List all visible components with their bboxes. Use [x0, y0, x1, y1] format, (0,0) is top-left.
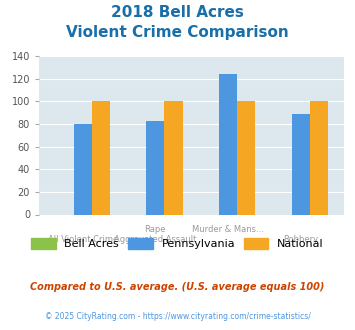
Bar: [292, 114, 310, 214]
Text: Violent Crime Comparison: Violent Crime Comparison: [66, 25, 289, 40]
Bar: [92, 101, 110, 214]
Bar: [164, 101, 182, 214]
Bar: [146, 120, 164, 214]
Text: 2018 Bell Acres: 2018 Bell Acres: [111, 5, 244, 20]
Bar: [219, 74, 237, 215]
Text: Murder & Mans...: Murder & Mans...: [192, 225, 264, 234]
Text: Compared to U.S. average. (U.S. average equals 100): Compared to U.S. average. (U.S. average …: [30, 282, 325, 292]
Text: Aggravated Assault: Aggravated Assault: [114, 235, 197, 244]
Bar: [310, 101, 328, 214]
Text: Robbery: Robbery: [283, 235, 318, 244]
Legend: Bell Acres, Pennsylvania, National: Bell Acres, Pennsylvania, National: [27, 233, 328, 253]
Text: All Violent Crime: All Violent Crime: [48, 235, 118, 244]
Text: © 2025 CityRating.com - https://www.cityrating.com/crime-statistics/: © 2025 CityRating.com - https://www.city…: [45, 312, 310, 321]
Text: Rape: Rape: [144, 225, 166, 234]
Bar: [73, 124, 92, 214]
Bar: [237, 101, 255, 214]
